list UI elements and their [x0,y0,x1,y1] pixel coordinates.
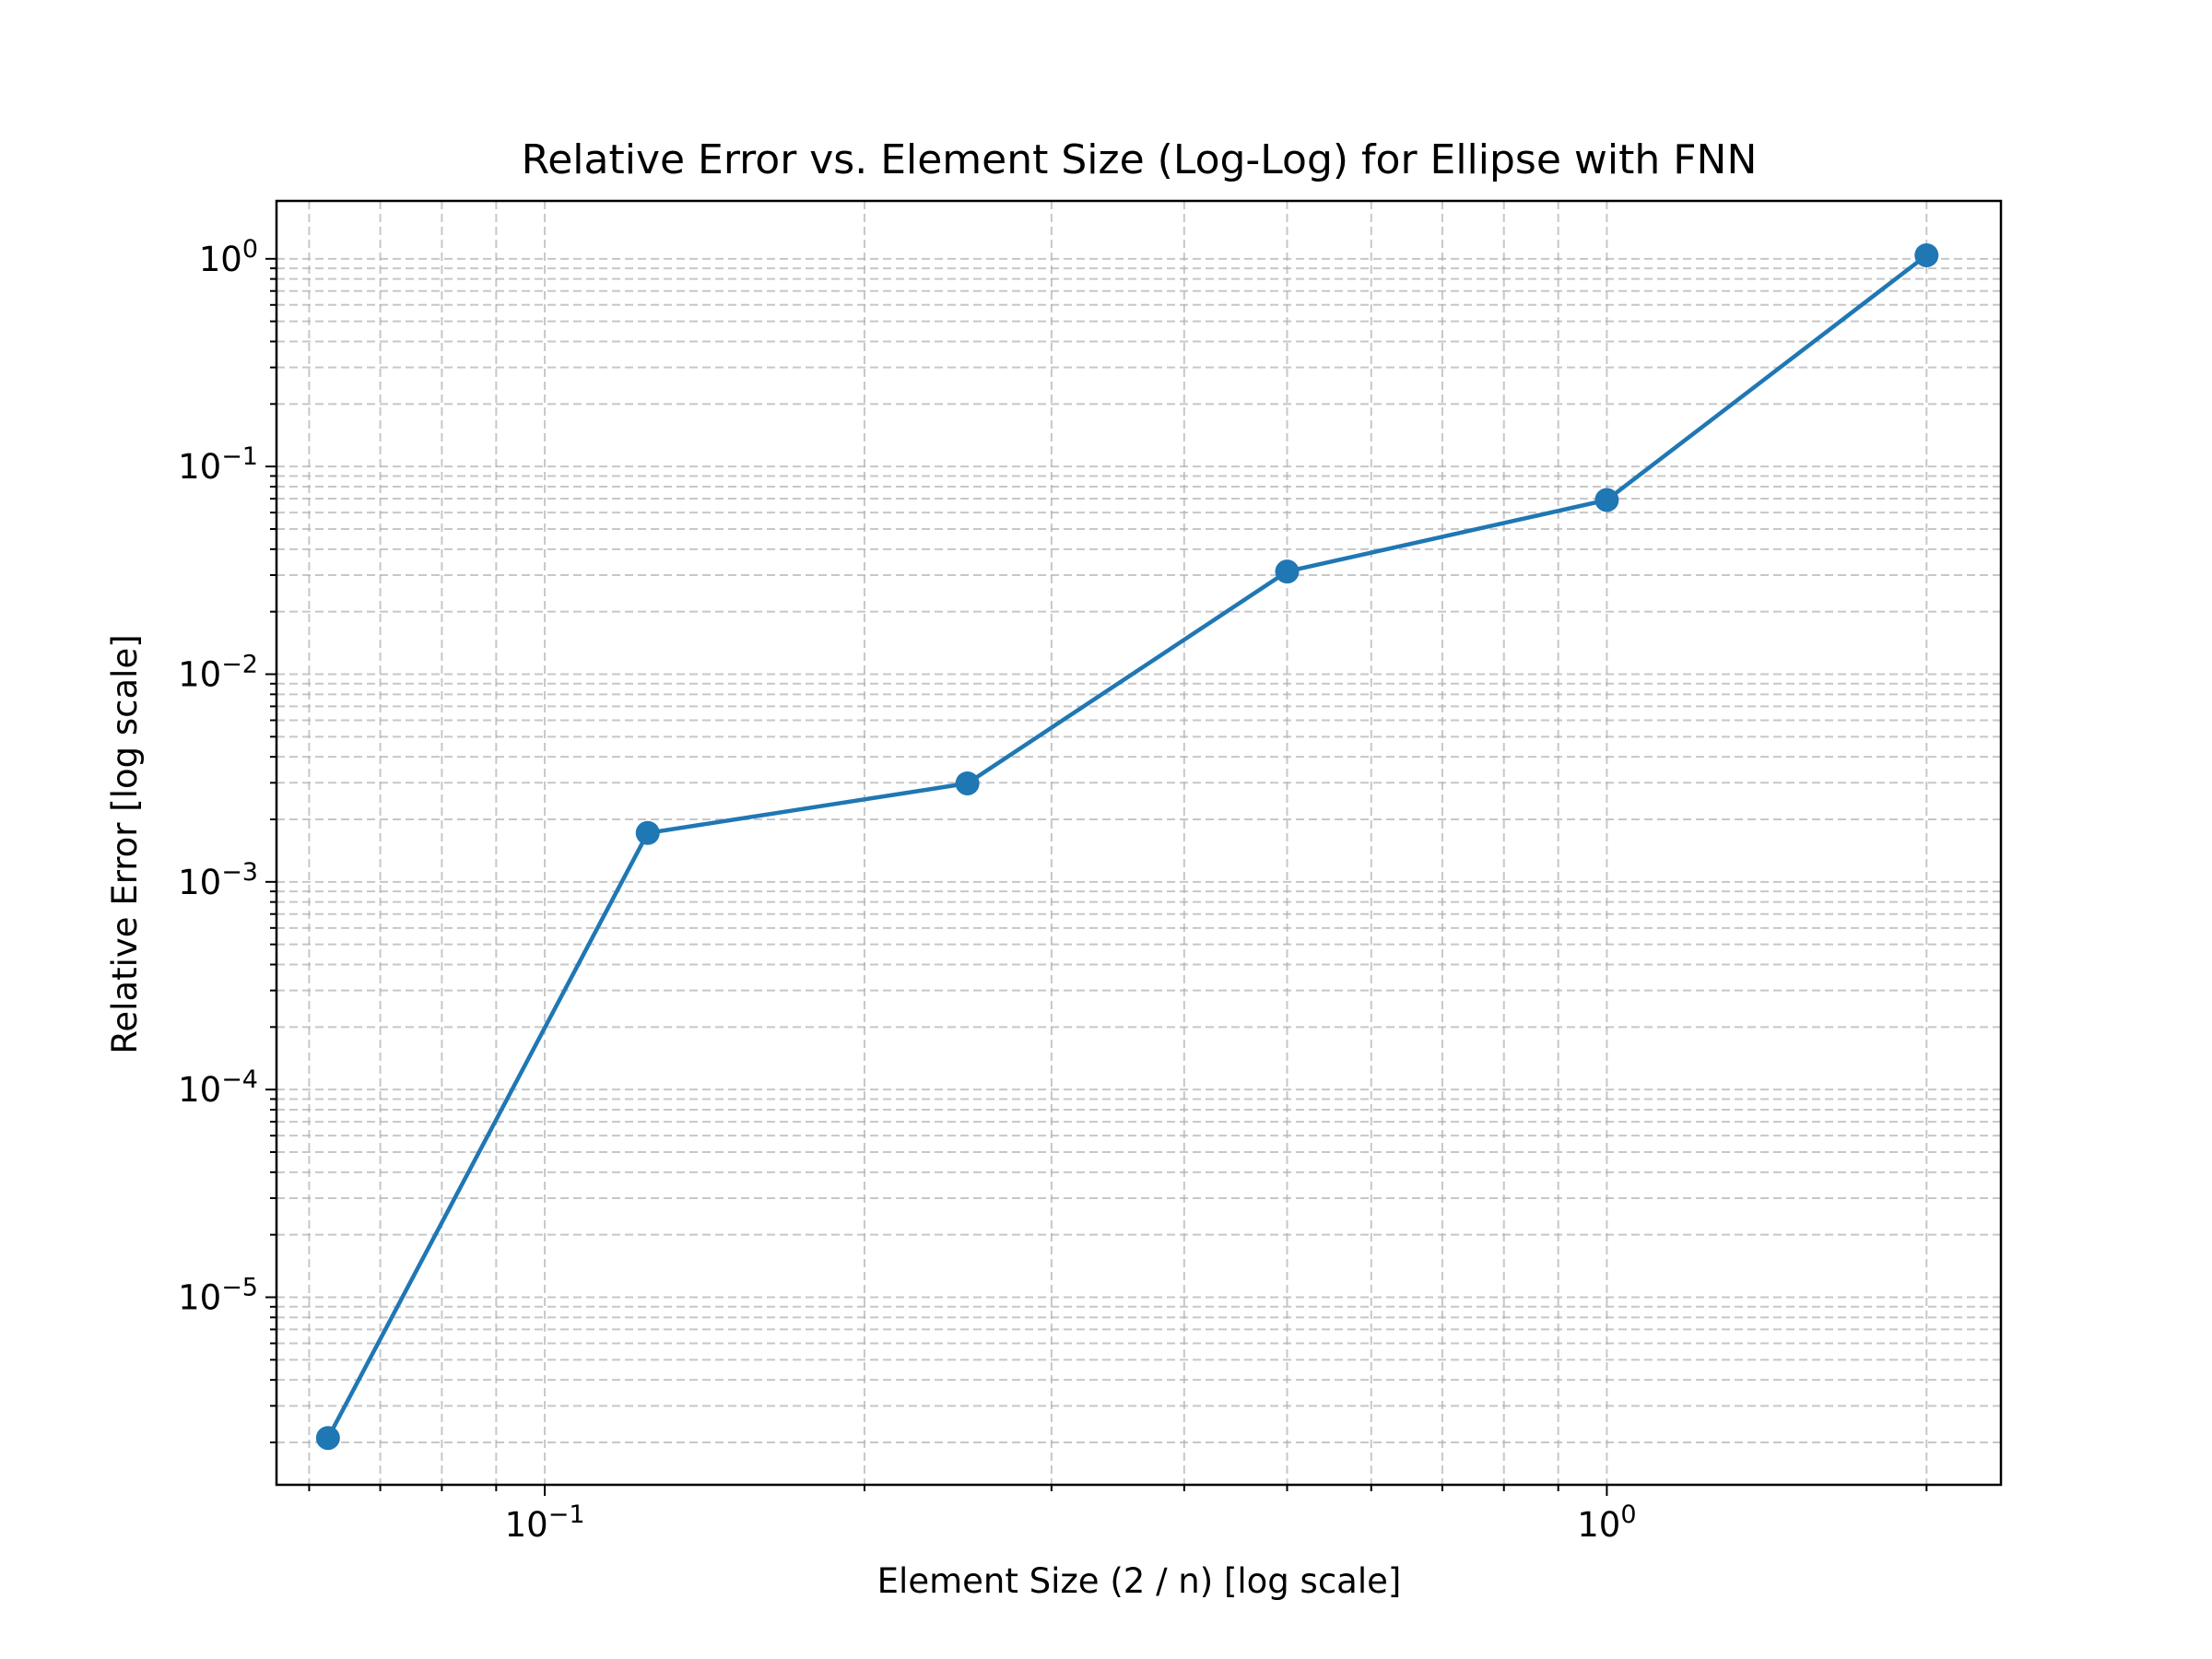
x-tick-label: 100 [1577,1500,1636,1545]
y-tick-label: 10−2 [178,650,258,694]
y-tick-label: 100 [199,235,258,279]
data-point [1594,488,1619,512]
series-line [325,253,1928,1440]
y-axis: 100 10−1 10−2 10−3 10−4 10−5 [178,235,276,1444]
y-tick-label: 10−5 [178,1274,258,1318]
x-tick-label: 10−1 [505,1500,585,1545]
data-point [635,820,660,845]
y-tick-label: 10−3 [178,858,258,902]
data-point [1914,242,1939,267]
data-point [315,1426,340,1451]
data-point [1275,559,1300,584]
series-layer [315,242,1939,1451]
y-tick-label: 10−1 [178,442,258,487]
data-point [955,771,980,795]
x-axis: 10−1 100 [308,1485,1928,1545]
x-axis-label: Element Size (2 / n) [log scale] [877,1561,1402,1601]
grid [276,201,2001,1485]
y-tick-label: 10−4 [178,1065,258,1110]
y-axis-label: Relative Error [log scale] [105,634,145,1053]
chart-title: Relative Error vs. Element Size (Log-Log… [522,136,1758,183]
plot-frame [275,199,2003,1487]
